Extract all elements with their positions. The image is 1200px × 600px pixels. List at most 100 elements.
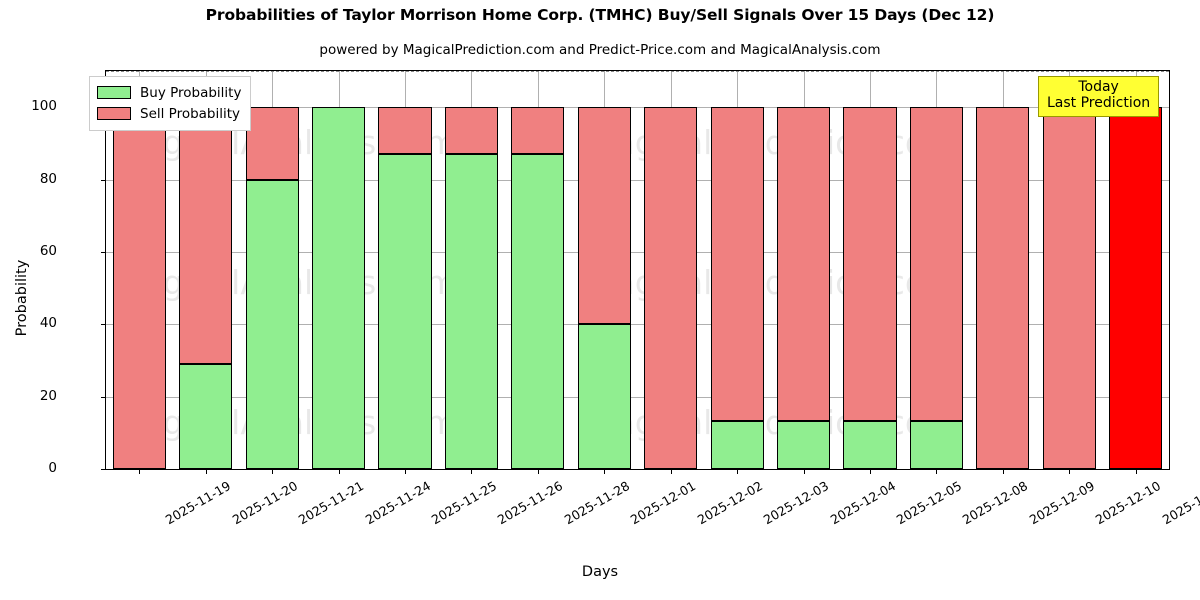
legend: Buy Probability Sell Probability xyxy=(89,76,252,131)
bar-group[interactable] xyxy=(311,71,366,469)
bar-segment-sell[interactable] xyxy=(644,107,698,469)
gridline-horizontal xyxy=(106,179,1169,181)
today-annotation-line1: Today xyxy=(1078,79,1119,95)
x-axis-tick xyxy=(604,469,606,474)
bar-segment-buy[interactable] xyxy=(843,420,897,469)
bar-group[interactable] xyxy=(843,71,897,469)
bar-segment-sell[interactable] xyxy=(976,107,1030,469)
bar-group[interactable] xyxy=(1109,71,1163,469)
y-axis-tick-label: 0 xyxy=(48,460,57,476)
legend-swatch-buy-icon xyxy=(97,86,131,99)
watermark-text: MagicalPrediction.com xyxy=(586,403,958,442)
x-axis-tick xyxy=(272,469,274,474)
y-axis-tick xyxy=(101,396,106,398)
bar-segment-sell[interactable] xyxy=(710,107,764,421)
x-axis-tick-label: 2025-12-09 xyxy=(1026,478,1098,528)
bar-group[interactable] xyxy=(511,71,565,469)
bar-segment-sell[interactable] xyxy=(444,107,498,155)
x-axis-tick xyxy=(1002,469,1004,474)
bar-group[interactable] xyxy=(112,71,166,469)
bar-group[interactable] xyxy=(777,71,831,469)
bar-segment-sell[interactable] xyxy=(179,107,233,365)
chart-title: Probabilities of Taylor Morrison Home Co… xyxy=(205,6,995,24)
x-axis-tick-label: 2025-12-08 xyxy=(960,478,1031,528)
x-axis-tick-label: 2025-12-01 xyxy=(628,478,699,528)
today-annotation-line2: Last Prediction xyxy=(1047,94,1151,111)
x-axis-tick-label: 2025-11-20 xyxy=(229,478,300,528)
x-axis-tick xyxy=(803,469,805,474)
y-axis-tick xyxy=(101,324,106,326)
legend-item-sell: Sell Probability xyxy=(97,103,241,124)
x-axis-tick xyxy=(1135,469,1137,474)
gridline-horizontal xyxy=(106,251,1169,253)
gridline-horizontal xyxy=(106,107,1169,109)
legend-label-sell: Sell Probability xyxy=(140,105,241,122)
bar-group[interactable] xyxy=(1042,71,1096,469)
y-axis-label: Probability xyxy=(14,259,30,337)
x-axis-tick xyxy=(870,469,872,474)
bar-segment-sell[interactable] xyxy=(1042,107,1096,469)
gridline-horizontal xyxy=(106,396,1169,398)
y-axis-tick xyxy=(101,469,106,470)
bar-segment-sell[interactable] xyxy=(843,107,897,421)
today-annotation: Today Last Prediction xyxy=(1038,76,1160,117)
bar-segment-buy[interactable] xyxy=(444,154,498,469)
bar-segment-sell[interactable] xyxy=(577,107,631,325)
x-axis-tick xyxy=(471,469,473,474)
x-axis-tick-label: 2025-11-21 xyxy=(295,478,367,528)
bar-group[interactable] xyxy=(644,71,698,469)
bar-segment-sell[interactable] xyxy=(378,107,432,155)
y-axis-tick xyxy=(101,179,106,181)
x-axis-tick-label: 2025-11-26 xyxy=(495,478,566,528)
bar-group[interactable] xyxy=(444,71,498,469)
y-axis-tick xyxy=(101,251,106,253)
bar-group[interactable] xyxy=(378,71,432,469)
bar-group[interactable] xyxy=(245,71,299,469)
bar-segment-buy[interactable] xyxy=(378,154,432,469)
plot-area: MagicalAnalysis.comMagicalPrediction.com… xyxy=(31,70,1200,527)
x-axis-tick-label: 2025-12-03 xyxy=(760,478,832,528)
x-axis-tick-label: 2025-11-24 xyxy=(362,478,433,528)
y-axis-tick-label: 80 xyxy=(39,170,57,187)
x-axis-tick-label: 2025-11-28 xyxy=(561,478,632,528)
threshold-line xyxy=(106,71,1169,72)
bar-segment-sell[interactable] xyxy=(777,107,831,421)
x-axis-tick-label: 2025-12-05 xyxy=(893,478,965,528)
bar-group[interactable] xyxy=(976,71,1030,469)
x-axis-tick-label: 2025-12-02 xyxy=(694,478,765,528)
bar-segment-sell[interactable] xyxy=(112,107,166,469)
bar-segment-today[interactable] xyxy=(1109,107,1163,469)
bar-segment-sell[interactable] xyxy=(245,107,299,180)
y-axis-tick-label: 20 xyxy=(39,387,57,404)
x-axis-tick xyxy=(205,469,207,474)
bar-segment-buy[interactable] xyxy=(511,154,565,469)
bar-segment-buy[interactable] xyxy=(577,324,631,469)
x-axis-tick-label: 2025-12-04 xyxy=(827,478,898,528)
bar-segment-buy[interactable] xyxy=(179,364,233,469)
x-axis-label: Days xyxy=(581,564,619,580)
bar-segment-sell[interactable] xyxy=(511,107,565,155)
bar-segment-buy[interactable] xyxy=(777,420,831,469)
bar-group[interactable] xyxy=(909,71,964,469)
bar-segment-buy[interactable] xyxy=(311,107,366,469)
chart-subtitle: powered by MagicalPrediction.com and Pre… xyxy=(319,42,881,58)
bar-segment-buy[interactable] xyxy=(710,420,764,469)
x-axis-tick xyxy=(737,469,739,474)
watermark-text: MagicalPrediction.com xyxy=(586,123,958,162)
bar-segment-buy[interactable] xyxy=(245,179,299,469)
bar-segment-buy[interactable] xyxy=(909,420,964,469)
watermark-text: MagicalPrediction.com xyxy=(586,263,958,302)
bar-segment-sell[interactable] xyxy=(909,107,964,421)
x-axis-tick xyxy=(139,469,141,474)
x-axis-tick xyxy=(936,469,938,474)
y-axis-tick-label: 100 xyxy=(31,98,57,115)
bar-group[interactable] xyxy=(577,71,631,469)
x-axis-tick xyxy=(670,469,672,474)
y-axis-tick-label: 40 xyxy=(39,315,57,332)
bar-group[interactable] xyxy=(710,71,764,469)
bar-group[interactable] xyxy=(179,71,233,469)
x-axis-tick-label: 2025-12-11 xyxy=(1159,478,1200,528)
legend-item-buy: Buy Probability xyxy=(97,82,241,103)
x-axis-tick-label: 2025-11-25 xyxy=(428,478,500,528)
